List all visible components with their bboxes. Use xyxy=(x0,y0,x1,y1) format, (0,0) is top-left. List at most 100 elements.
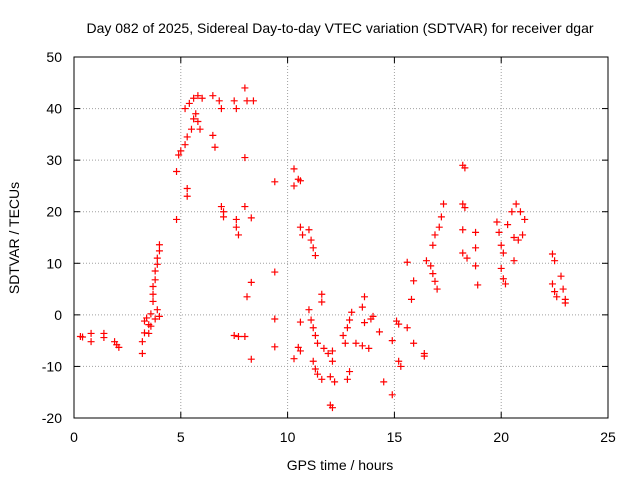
data-point xyxy=(296,318,304,326)
data-point xyxy=(305,226,313,234)
data-point xyxy=(440,200,448,208)
data-point xyxy=(243,97,251,105)
data-point xyxy=(243,293,251,301)
data-point xyxy=(407,295,415,303)
data-point xyxy=(435,223,443,231)
data-point xyxy=(318,290,326,298)
data-point xyxy=(215,97,223,105)
data-point xyxy=(553,293,561,301)
data-point xyxy=(369,312,377,320)
data-point xyxy=(380,378,388,386)
x-tick-label: 5 xyxy=(177,429,185,445)
data-point xyxy=(143,314,151,322)
data-point xyxy=(516,208,524,216)
data-point xyxy=(138,350,146,358)
data-point xyxy=(429,241,437,249)
data-point xyxy=(115,343,123,351)
data-point xyxy=(397,362,405,370)
data-point xyxy=(328,404,336,412)
data-point xyxy=(388,337,396,345)
data-point xyxy=(504,221,512,229)
data-point xyxy=(183,133,191,141)
data-point xyxy=(474,281,482,289)
data-point xyxy=(388,391,396,399)
data-point xyxy=(346,368,354,376)
data-point xyxy=(155,312,163,320)
data-point xyxy=(145,329,153,337)
data-points xyxy=(76,84,569,412)
data-point xyxy=(100,334,108,342)
data-point xyxy=(358,303,366,311)
y-tick-label: 50 xyxy=(46,49,62,65)
data-point xyxy=(461,164,469,172)
data-point xyxy=(249,97,257,105)
data-point xyxy=(175,151,183,159)
data-point xyxy=(365,344,373,352)
data-point xyxy=(512,200,520,208)
data-point xyxy=(217,105,225,113)
data-point xyxy=(433,285,441,293)
data-point xyxy=(241,203,249,211)
data-point xyxy=(348,308,356,316)
data-point xyxy=(153,260,161,268)
data-point xyxy=(153,306,161,314)
data-point xyxy=(296,347,304,355)
data-point xyxy=(185,99,193,107)
data-point xyxy=(314,339,322,347)
data-point xyxy=(495,228,503,236)
data-point xyxy=(437,213,445,221)
data-point xyxy=(232,223,240,231)
data-point xyxy=(422,257,430,265)
data-point xyxy=(247,355,255,363)
data-point xyxy=(192,110,200,118)
data-point xyxy=(339,331,347,339)
data-point xyxy=(318,375,326,383)
data-point xyxy=(173,167,181,175)
data-point xyxy=(395,320,403,328)
data-point xyxy=(181,105,189,113)
data-point xyxy=(352,339,360,347)
x-tick-label: 15 xyxy=(387,429,403,445)
data-point xyxy=(519,231,527,239)
data-point xyxy=(230,97,238,105)
data-point xyxy=(309,324,317,332)
data-point xyxy=(510,257,518,265)
y-tick-label: 20 xyxy=(46,204,62,220)
data-point xyxy=(459,200,467,208)
data-point xyxy=(328,357,336,365)
data-point xyxy=(431,231,439,239)
data-point xyxy=(217,203,225,211)
data-point xyxy=(177,147,185,155)
data-point xyxy=(155,241,163,249)
x-tick-label: 0 xyxy=(70,429,78,445)
data-point xyxy=(149,282,157,290)
data-point xyxy=(190,115,198,123)
plot-frame xyxy=(73,56,609,419)
y-tick-label: 0 xyxy=(54,307,62,323)
data-point xyxy=(294,343,302,351)
data-point xyxy=(241,84,249,92)
data-point xyxy=(326,373,334,381)
data-point xyxy=(151,267,159,275)
data-point xyxy=(211,143,219,151)
data-point xyxy=(181,141,189,149)
data-point xyxy=(247,214,255,222)
data-point xyxy=(147,310,155,318)
data-point xyxy=(459,226,467,234)
data-point xyxy=(360,293,368,301)
data-point xyxy=(271,268,279,276)
data-point xyxy=(234,231,242,239)
data-point xyxy=(153,254,161,262)
data-point xyxy=(314,370,322,378)
data-point xyxy=(155,247,163,255)
data-point xyxy=(220,208,228,216)
data-point xyxy=(410,277,418,285)
data-point xyxy=(403,258,411,266)
y-tick-label: -10 xyxy=(42,358,62,374)
data-point xyxy=(311,365,319,373)
data-point xyxy=(499,275,507,283)
data-point xyxy=(320,344,328,352)
data-point xyxy=(561,299,569,307)
y-tick-label: 30 xyxy=(46,152,62,168)
data-point xyxy=(472,244,480,252)
